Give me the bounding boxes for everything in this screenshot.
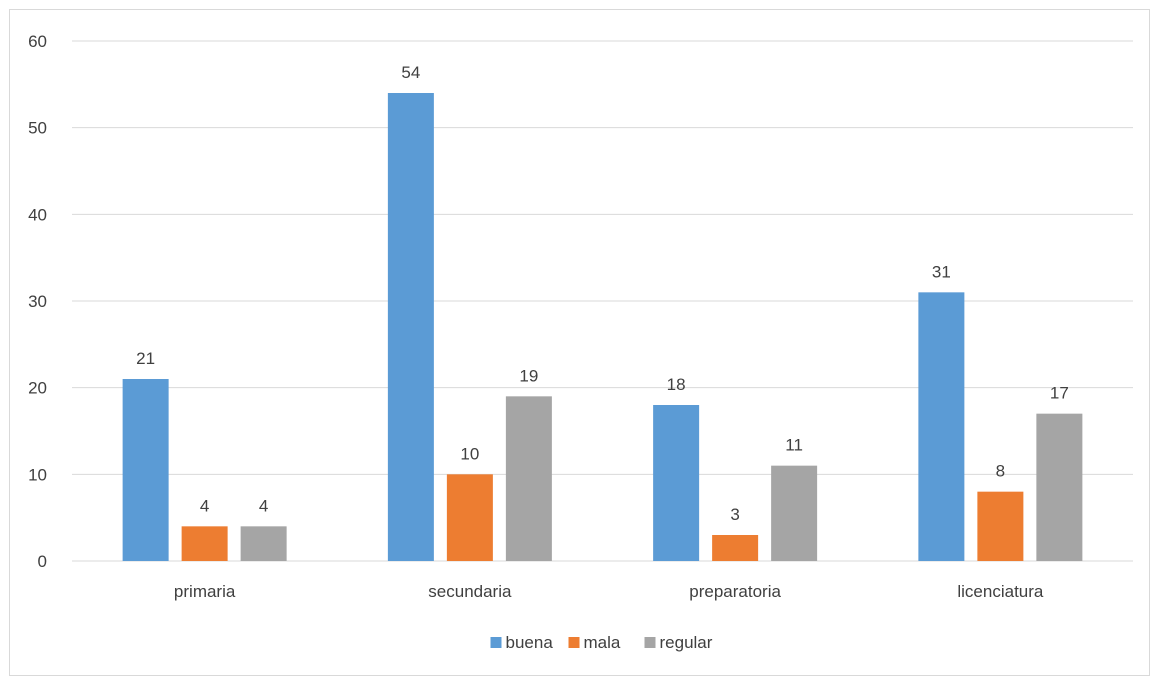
- bar-mala-secundaria: [446, 474, 493, 561]
- x-tick-label: primaria: [174, 582, 236, 601]
- x-axis-tick-labels: primaria secundaria preparatoria licenciatu…: [174, 582, 1044, 601]
- y-tick-label: 50: [28, 119, 47, 138]
- bar-regular-secundaria: [505, 396, 552, 561]
- x-tick-label: licenciatura: [957, 582, 1044, 601]
- bar-regular-primaria: [240, 526, 287, 561]
- bar-mala-primaria: [181, 526, 228, 561]
- legend-swatch-mala: [568, 637, 580, 648]
- data-label: 54: [401, 63, 420, 82]
- legend-swatch-regular: [644, 637, 656, 648]
- data-label: 31: [932, 262, 951, 281]
- data-label: 19: [519, 366, 538, 385]
- data-label: 17: [1050, 384, 1069, 403]
- data-label: 8: [996, 462, 1005, 481]
- bar-mala-preparatoria: [712, 535, 759, 561]
- data-label: 18: [667, 375, 686, 394]
- bar-buena-licenciatura: [918, 292, 965, 561]
- x-tick-label: secundaria: [428, 582, 512, 601]
- data-label: 4: [259, 496, 268, 515]
- y-tick-label: 30: [28, 292, 47, 311]
- data-label: 21: [136, 349, 155, 368]
- legend-swatch-buena: [490, 637, 502, 648]
- bar-buena-preparatoria: [653, 405, 700, 561]
- legend-label-mala: mala: [584, 633, 621, 652]
- bar-mala-licenciatura: [977, 491, 1024, 561]
- x-tick-label: preparatoria: [689, 582, 781, 601]
- y-tick-label: 20: [28, 379, 47, 398]
- data-label: 10: [460, 444, 479, 463]
- data-label: 11: [785, 436, 803, 455]
- bar-regular-licenciatura: [1036, 413, 1083, 561]
- bars: [122, 93, 1083, 561]
- y-axis-tick-labels: 0 10 20 30 40 50 60: [28, 32, 47, 571]
- bar-buena-secundaria: [387, 93, 434, 561]
- legend-label-regular: regular: [660, 633, 713, 652]
- bar-regular-preparatoria: [771, 465, 818, 561]
- gridlines: [72, 40, 1133, 562]
- data-label: 4: [200, 496, 209, 515]
- y-tick-label: 60: [28, 32, 47, 51]
- data-labels: 21 4 4 54 10 19 18 3 11 31 8 17: [136, 63, 1069, 524]
- y-tick-label: 40: [28, 205, 47, 224]
- y-tick-label: 0: [38, 552, 47, 571]
- legend-label-buena: buena: [506, 633, 554, 652]
- bar-buena-primaria: [122, 379, 169, 561]
- data-label: 3: [730, 505, 739, 524]
- y-tick-label: 10: [28, 465, 47, 484]
- legend: buena mala regular: [490, 633, 713, 652]
